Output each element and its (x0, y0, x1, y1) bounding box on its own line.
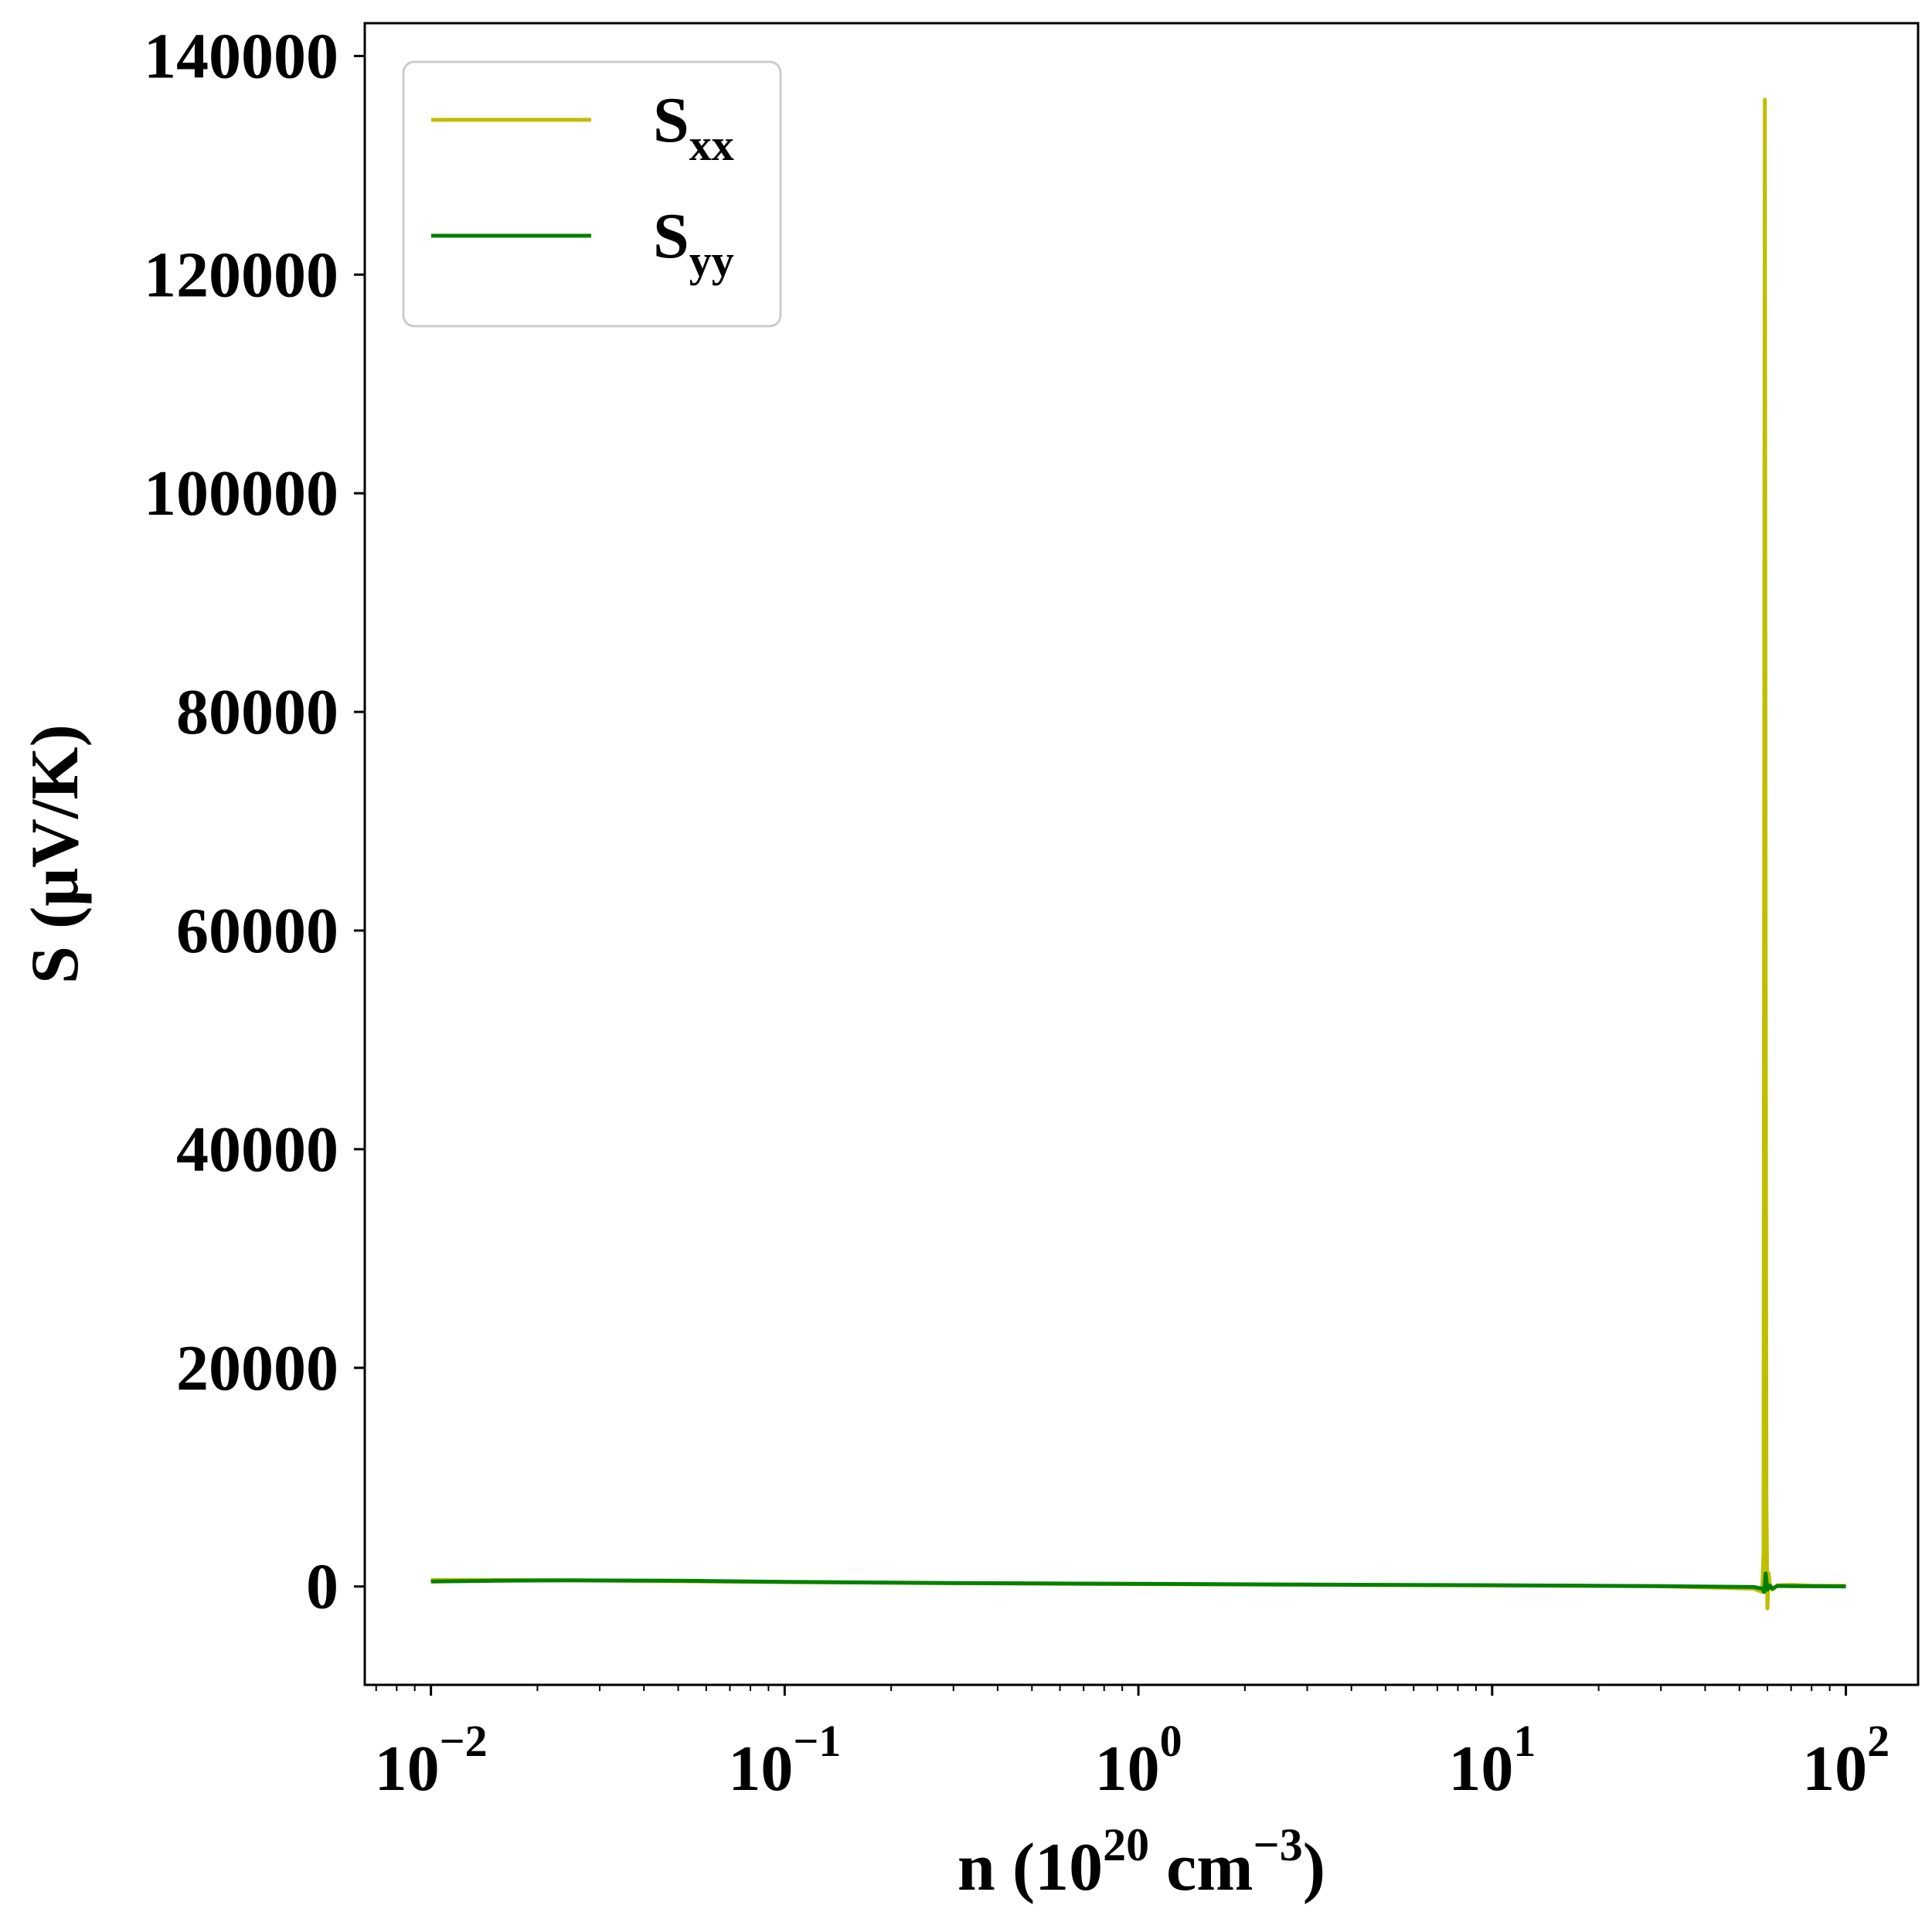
y-tick-label: 100000 (144, 458, 338, 529)
y-axis-title: S (μV/K) (18, 724, 93, 984)
y-axis: 0 20000 40000 60000 80000 100000 120000 140000 (144, 20, 365, 1623)
legend: Sxx Syy (402, 60, 782, 328)
y-tick-label: 40000 (176, 1114, 338, 1186)
y-tick-label: 120000 (144, 239, 338, 311)
x-axis: 10−2 10−1 100 101 102 (375, 1685, 1889, 1805)
x-tick-label: 10−1 (728, 1716, 841, 1805)
x-axis-title: n (1020 cm−3) (957, 1819, 1325, 1905)
y-tick-label: 60000 (176, 895, 338, 967)
x-tick-label: 101 (1448, 1716, 1536, 1805)
series-line-yy (430, 1571, 1846, 1594)
x-axis-title-suffix: ) (1303, 1830, 1325, 1905)
y-tick-label: 20000 (176, 1332, 338, 1404)
legend-label-xx: Sxx (653, 84, 734, 170)
x-tick-label: 10−2 (375, 1716, 488, 1805)
x-axis-title-sup2: −3 (1253, 1819, 1303, 1870)
plot-frame (363, 22, 1920, 1686)
x-tick-label: 100 (1095, 1716, 1182, 1805)
x-axis-title-mid: cm (1149, 1830, 1253, 1905)
y-tick-label: 80000 (176, 676, 338, 748)
y-tick-label: 140000 (144, 20, 338, 92)
series-layer (430, 97, 1846, 1611)
x-axis-title-prefix: n (10 (957, 1830, 1103, 1905)
legend-box (402, 60, 782, 328)
x-tick-label: 102 (1802, 1716, 1889, 1805)
y-tick-label: 0 (306, 1551, 338, 1623)
x-axis-title-sup1: 20 (1103, 1819, 1149, 1870)
legend-label-yy: Syy (653, 200, 734, 286)
